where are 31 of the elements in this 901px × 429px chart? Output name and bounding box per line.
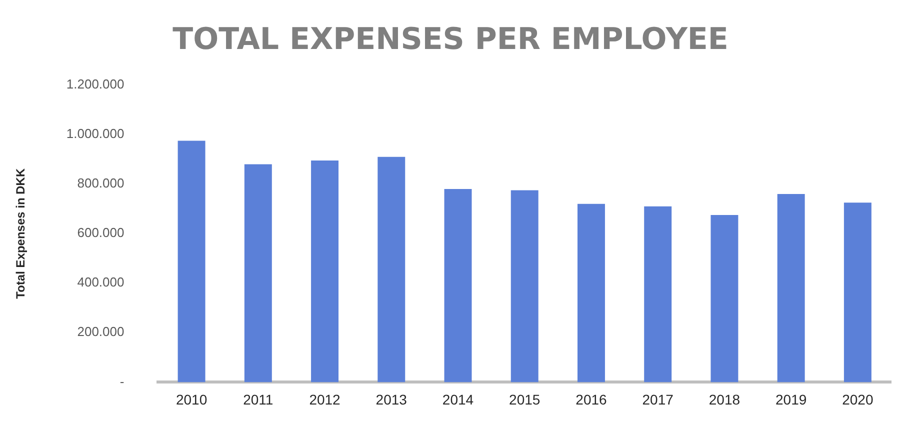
x-tick-label: 2019 — [776, 391, 807, 408]
y-tick-label: 1.000.000 — [66, 126, 124, 142]
chart-title: TOTAL EXPENSES PER EMPLOYEE — [172, 22, 728, 57]
x-tick-label: 2012 — [309, 391, 341, 408]
x-tick-label: 2013 — [376, 391, 408, 408]
x-tick-label: 2020 — [842, 391, 874, 408]
bar — [510, 190, 538, 382]
y-tick-label: 800.000 — [77, 176, 124, 191]
y-tick-label: 600.000 — [77, 225, 124, 240]
bar — [644, 206, 672, 382]
bar — [577, 204, 605, 382]
x-tick-label: 2011 — [243, 391, 274, 408]
x-tick-label: 2014 — [442, 391, 474, 408]
bar — [178, 140, 206, 382]
bar — [444, 189, 472, 382]
y-tick-label: 400.000 — [77, 274, 124, 290]
y-tick-label: 1.200.000 — [66, 76, 124, 92]
bar — [844, 202, 872, 382]
bar — [311, 160, 339, 382]
x-tick-label: 2018 — [708, 391, 740, 408]
y-tick-label: - — [120, 374, 124, 389]
y-tick-label: 200.000 — [77, 324, 124, 340]
x-tick-label: 2010 — [176, 391, 208, 408]
x-tick-label: 2017 — [642, 391, 674, 408]
bar — [777, 194, 805, 382]
x-tick-label: 2015 — [509, 391, 540, 408]
bar — [244, 164, 272, 382]
bar — [378, 156, 406, 382]
bar — [710, 215, 738, 382]
y-axis-title: Total Expenses in DKK — [14, 168, 28, 299]
x-tick-label: 2016 — [576, 391, 608, 408]
